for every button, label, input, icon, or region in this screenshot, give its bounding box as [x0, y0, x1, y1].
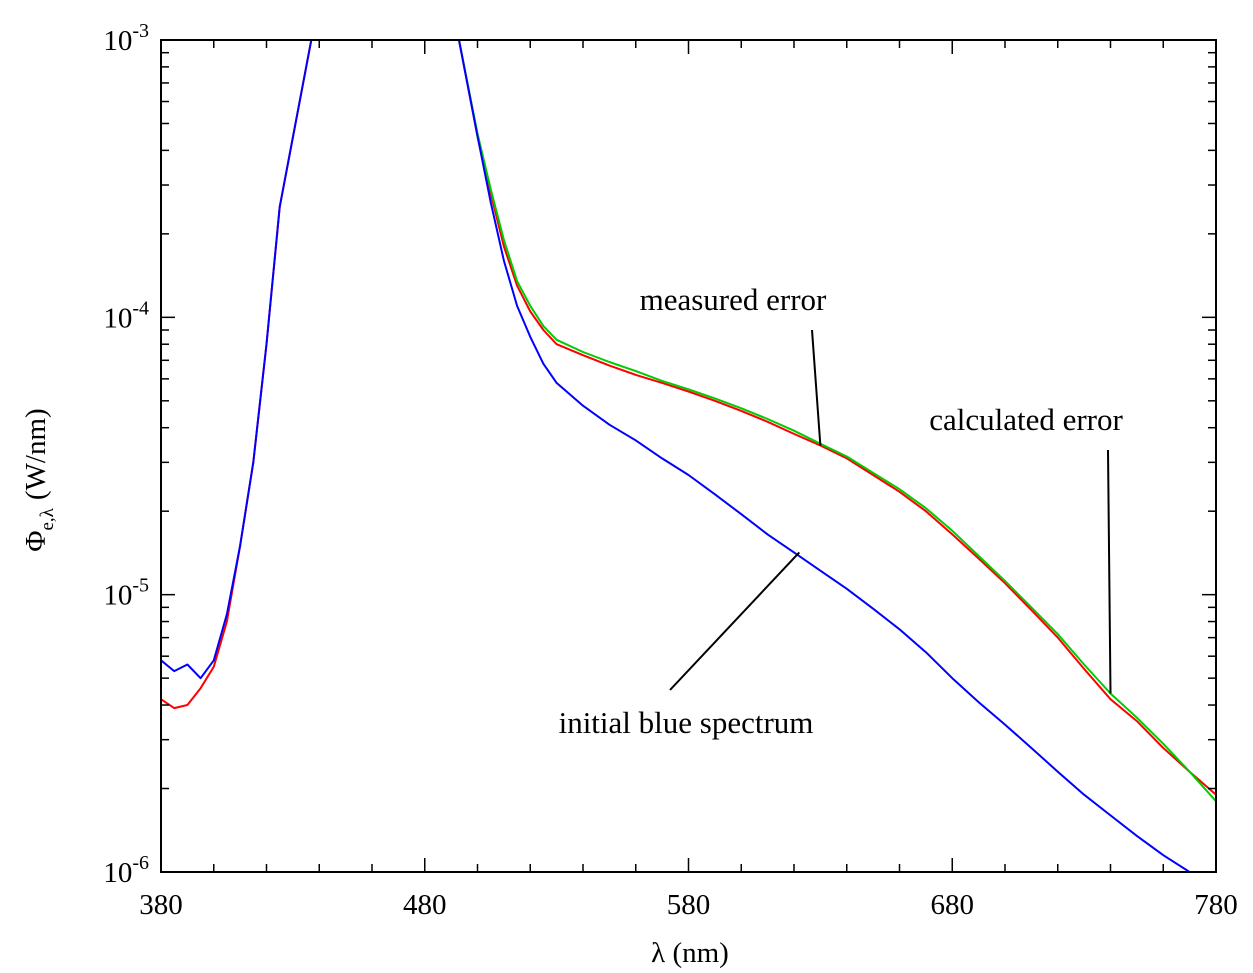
x-tick-label-480: 480 [403, 889, 447, 921]
y-tick-label-1e-4: 10-4 [103, 297, 149, 334]
initial-blue-spectrum-label: initial blue spectrum [559, 705, 814, 740]
initial-blue-spectrum-line [161, 40, 1216, 872]
y-tick-label-1e-5: 10-5 [103, 575, 149, 612]
plot-frame [161, 40, 1216, 872]
measured-error-label: measured error [640, 282, 827, 317]
calculated-error-label: calculated error [929, 402, 1123, 437]
x-tick-label-780: 780 [1194, 889, 1238, 921]
y-axis-title: Φe,λ(W/nm) [20, 408, 58, 551]
series-layer [161, 40, 1216, 872]
measured-error-leader-line [812, 330, 820, 446]
y-tick-label-1e-6: 10-6 [103, 852, 149, 889]
initial-blue-spectrum-leader-line [670, 552, 799, 690]
ticks-layer [161, 40, 1216, 872]
calculated-error-leader-line [1108, 450, 1111, 694]
x-tick-label-380: 380 [139, 889, 183, 921]
x-tick-label-580: 580 [667, 889, 711, 921]
x-tick-label-680: 680 [931, 889, 975, 921]
x-axis-title: λ (nm) [651, 937, 729, 969]
y-tick-label-1e-3: 10-3 [103, 20, 149, 57]
